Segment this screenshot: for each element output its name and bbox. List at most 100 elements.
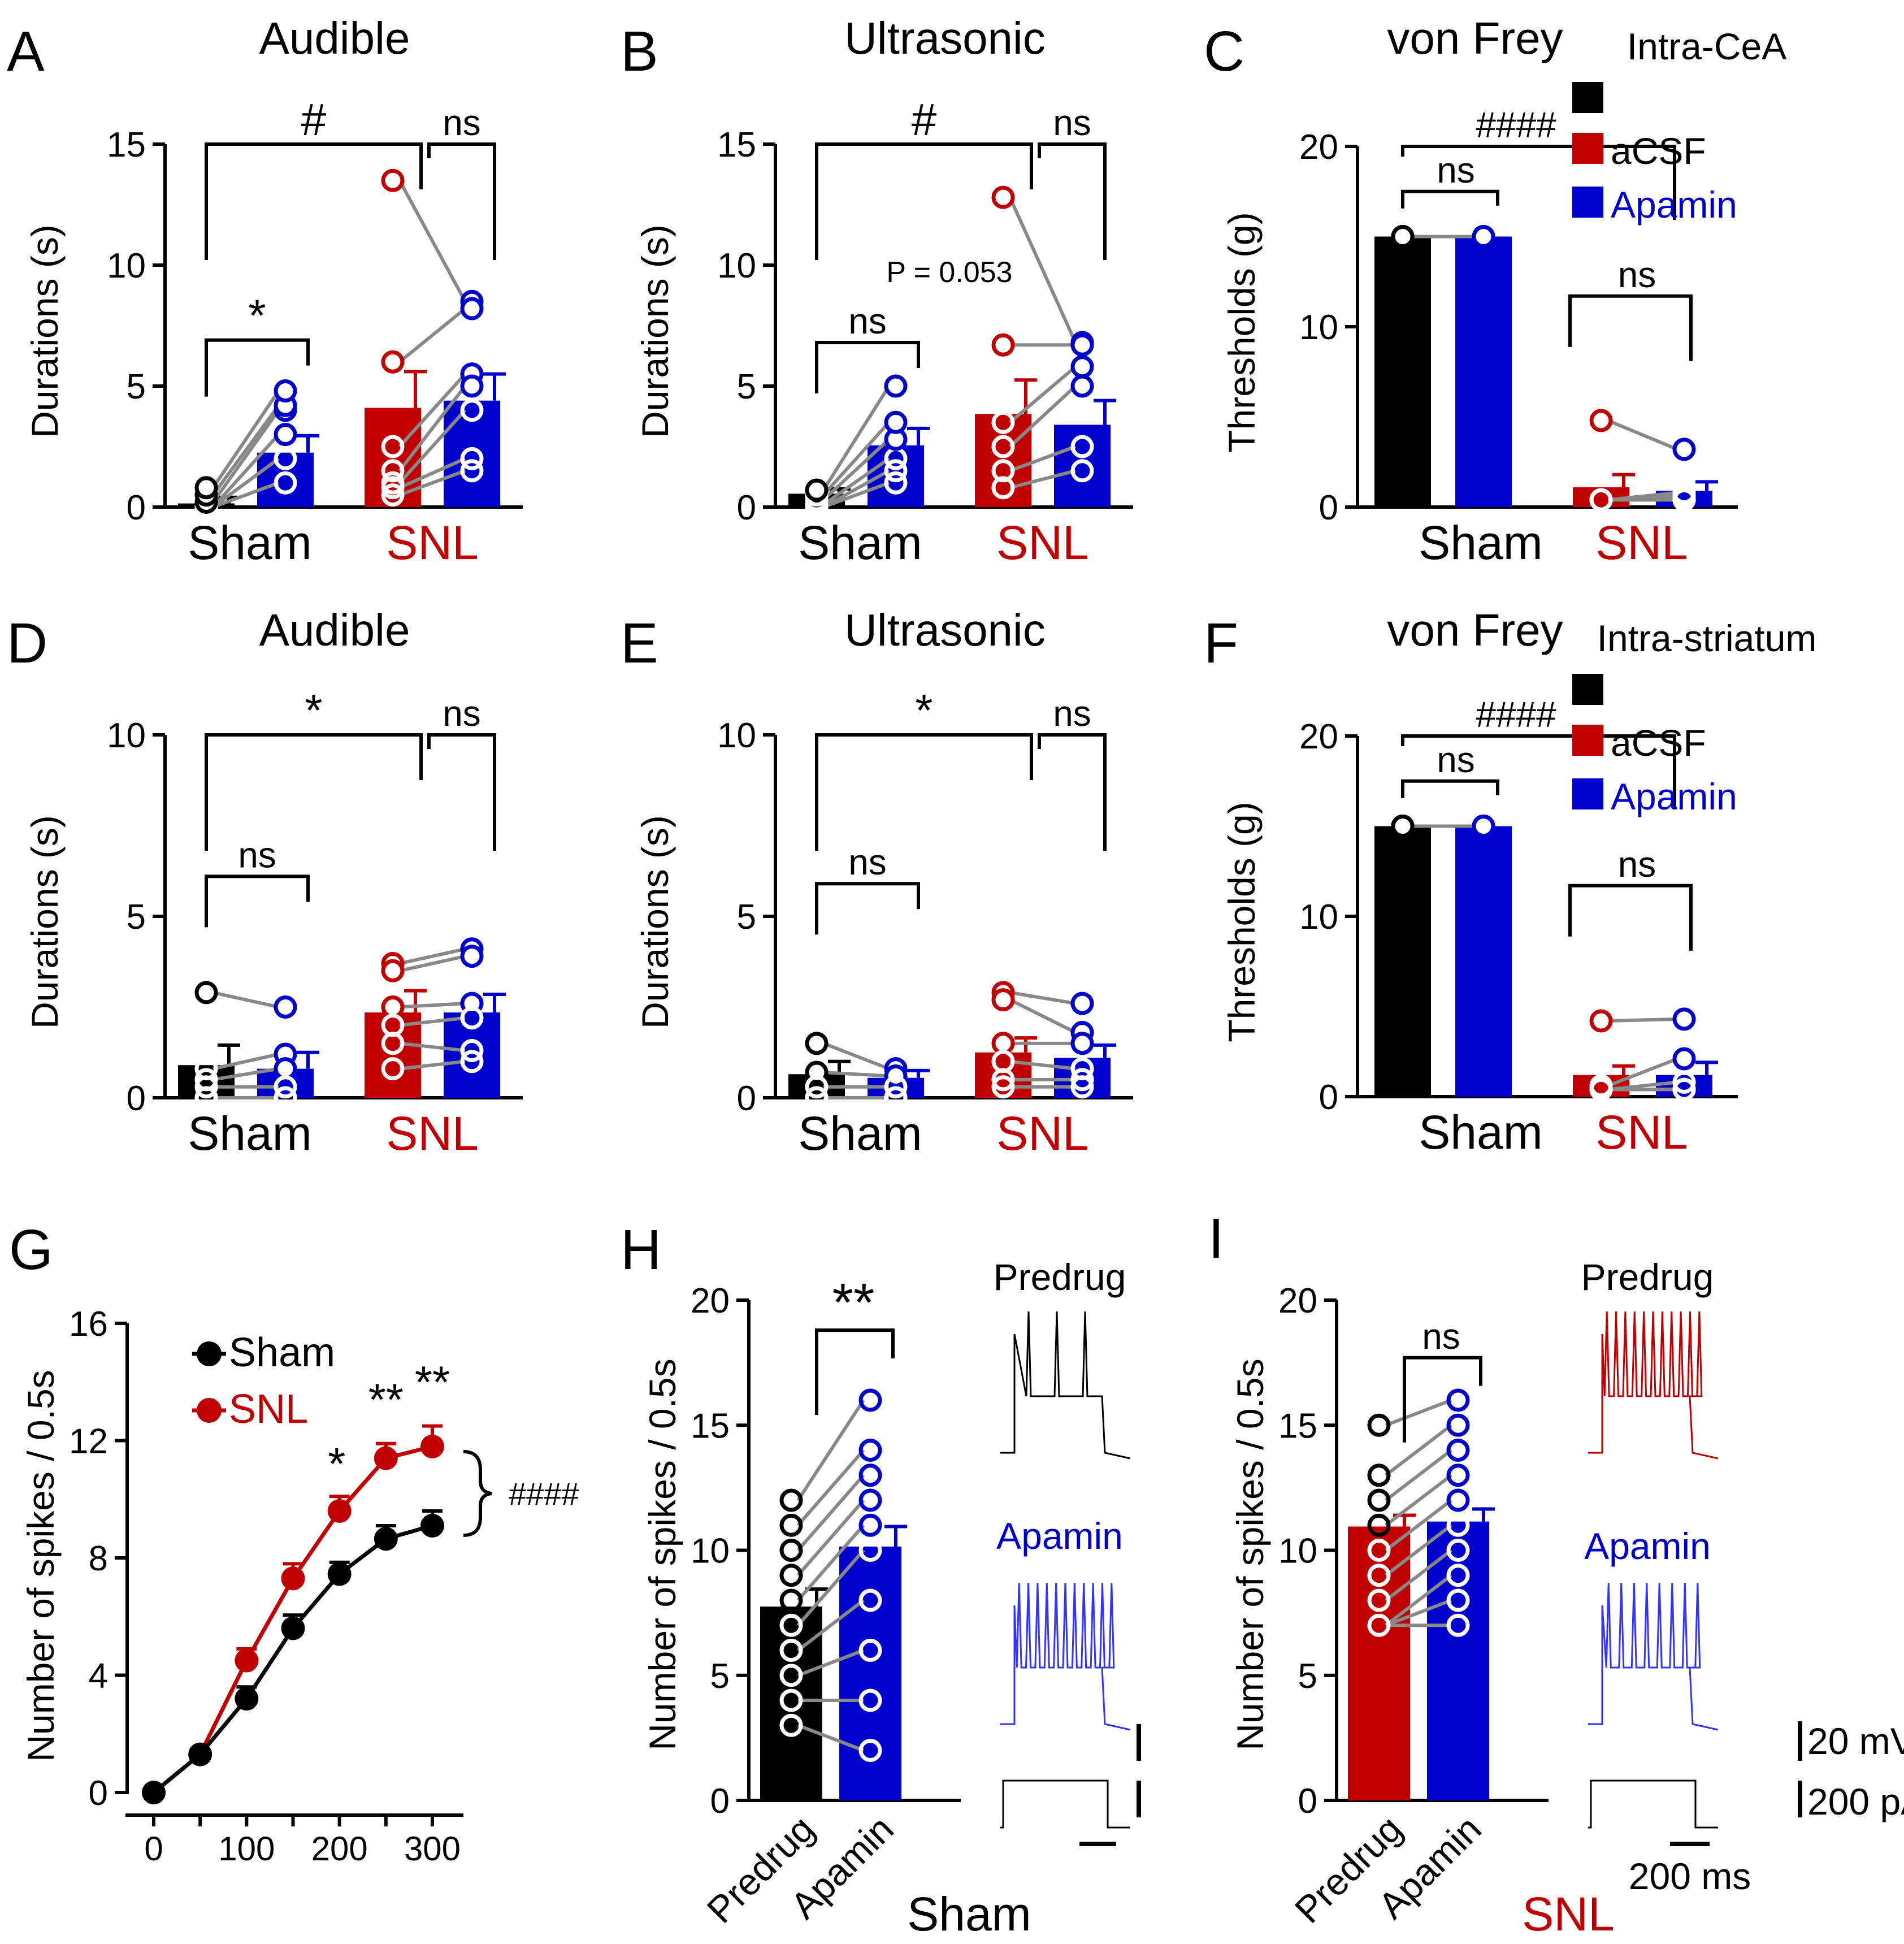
data-point: [779, 1488, 803, 1512]
y-axis-label: Thresholds (g): [1221, 802, 1263, 1042]
significance-bracket: [205, 733, 423, 851]
paired-line: [212, 1067, 279, 1081]
data-point: [991, 435, 1015, 458]
data-point: [779, 1688, 803, 1712]
paired-line: [797, 1724, 865, 1752]
data-point: [1070, 1032, 1094, 1055]
significance-star: *: [328, 1439, 345, 1489]
legend-label-acsf: aCSF: [1611, 722, 1706, 764]
data-point: [460, 1050, 484, 1073]
group-label-snl: SNL: [1595, 516, 1688, 569]
significance-star: **: [415, 1357, 450, 1408]
y-tick-label: 15: [1278, 1406, 1317, 1445]
significance-bracket: [1403, 1356, 1482, 1443]
significance-bracket: [1401, 779, 1499, 798]
data-point: [1446, 1588, 1470, 1612]
bar-sham_acsf: [1374, 826, 1431, 1097]
group-label-snl: SNL: [386, 1107, 478, 1160]
legend-label-apamin: Apamin: [1611, 776, 1737, 817]
y-axis-label: Number of spikes / 0.5s: [641, 1358, 683, 1750]
curly-brace: [463, 1450, 492, 1537]
significance-label: **: [832, 1272, 875, 1333]
paired-line: [1009, 990, 1076, 1006]
y-axis-label: Durations (s): [634, 815, 676, 1029]
scale-label-voltage: 20 mV: [1807, 1720, 1904, 1762]
significance-label: ns: [848, 842, 887, 882]
data-point: [991, 476, 1015, 500]
paired-line: [796, 1524, 865, 1601]
trace-label-apamin: Apamin: [1584, 1525, 1711, 1567]
bar-sham_apamin: [1455, 826, 1512, 1097]
panel-A: A 0 5 10 15 Durations (s) Audible Sham SNL # ns *: [7, 13, 523, 569]
paired-line: [822, 481, 890, 509]
y-tick-label: 8: [89, 1539, 108, 1578]
paired-line: [211, 433, 280, 509]
paired-line: [1009, 445, 1077, 473]
y-tick-label: 0: [1298, 1782, 1317, 1821]
paired-line: [398, 307, 466, 363]
legend-swatch-red: [1572, 133, 1603, 164]
legend-title: Intra-striatum: [1597, 617, 1817, 659]
group-label-snl: SNL: [996, 516, 1088, 569]
paired-line: [796, 1474, 865, 1552]
panel-letter: H: [621, 1218, 661, 1281]
bar-sham_apamin: [1455, 236, 1512, 507]
data-point: [1672, 1007, 1696, 1031]
data-point: [281, 1616, 305, 1640]
paired-line: [797, 1648, 865, 1677]
y-tick-label: 5: [127, 898, 146, 937]
paired-line: [822, 438, 891, 501]
data-point: [1446, 1388, 1470, 1412]
y-tick-label: 0: [1319, 488, 1338, 527]
paired-line: [1385, 1423, 1452, 1477]
y-tick-label: 5: [737, 367, 756, 406]
trace-label-predrug: Predrug: [994, 1256, 1126, 1298]
significance-bracket: [1401, 734, 1676, 809]
data-point: [1446, 1613, 1470, 1637]
voltage-trace-apamin: [1000, 1582, 1131, 1731]
significance-label: ####: [1476, 694, 1556, 735]
paired-line: [212, 1053, 279, 1071]
data-point: [1446, 1439, 1470, 1462]
group-label-sham: Sham: [798, 1107, 922, 1160]
data-point: [235, 1648, 259, 1673]
data-point: [381, 459, 405, 483]
data-point: [1367, 1564, 1391, 1587]
y-tick-label: 0: [127, 488, 146, 527]
y-tick-label: 10: [1299, 898, 1338, 937]
legend-label-snl: SNL: [229, 1387, 308, 1432]
voltage-trace-predrug: [1000, 1311, 1131, 1460]
panel-letter: F: [1204, 612, 1238, 675]
significance-bracket: [427, 142, 496, 260]
paired-line: [211, 409, 280, 504]
panel-D: D 0 5 10 Durations (s) Audible Sham SNL * ns ns: [7, 605, 523, 1160]
voltage-trace-predrug: [1588, 1311, 1719, 1460]
y-axis-label: Durations (s): [24, 815, 66, 1029]
data-point: [1446, 1539, 1470, 1562]
significance-bracket: [815, 882, 920, 935]
data-point: [1070, 992, 1094, 1015]
paired-line: [399, 1016, 466, 1027]
trace-label-predrug: Predrug: [1581, 1256, 1714, 1298]
data-point: [281, 1566, 305, 1591]
bar-Apamin: [1427, 1521, 1489, 1800]
data-point: [460, 945, 484, 968]
data-point: [1446, 1413, 1470, 1437]
data-point: [1367, 1513, 1391, 1537]
data-point: [374, 1527, 398, 1551]
y-tick-label: 5: [737, 898, 756, 937]
group-label-sham: Sham: [1419, 1106, 1542, 1159]
significance-bracket: [1568, 294, 1693, 361]
data-point: [1472, 225, 1495, 248]
paired-line: [1009, 998, 1077, 1034]
data-point: [805, 1075, 829, 1099]
bar-sham_apamin: [257, 452, 314, 507]
y-axis-label: Durations (s): [634, 224, 676, 438]
data-point: [779, 1713, 803, 1737]
data-point: [274, 471, 297, 495]
data-point: [142, 1781, 166, 1804]
paired-line: [211, 404, 280, 496]
data-point: [991, 185, 1015, 209]
